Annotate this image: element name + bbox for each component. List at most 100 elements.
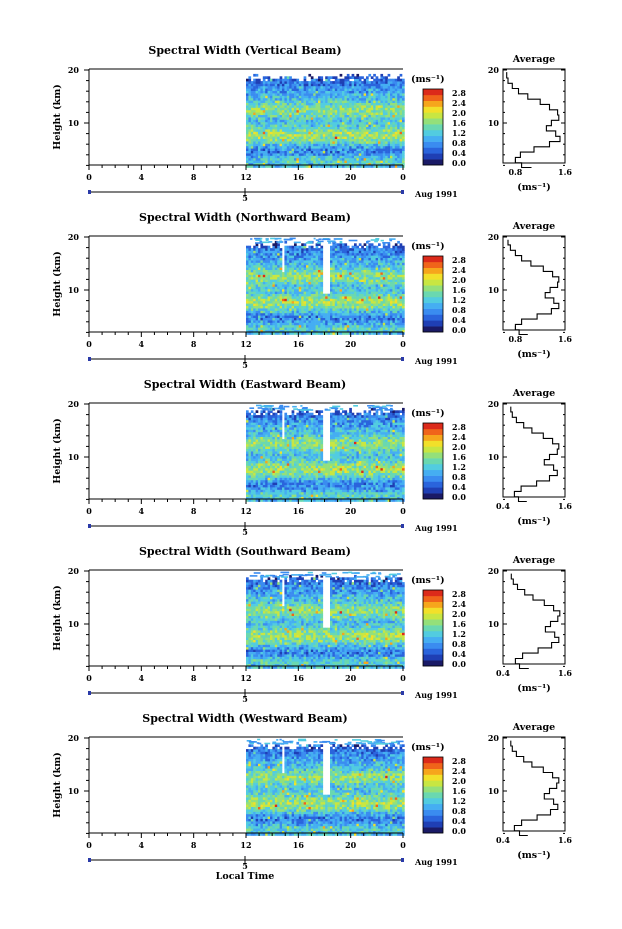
heatmap-cell [402,252,405,256]
heatmap-cell [397,136,400,139]
heatmap-cell [373,107,376,111]
heatmap-cell [294,308,297,311]
heatmap-cell [246,300,249,304]
heatmap-cell [392,121,396,125]
heatmap-cell [250,105,254,108]
heatmap-cell [402,284,405,287]
heatmap-cell [246,121,249,125]
heatmap-cell [375,308,379,311]
heatmap-cell [258,315,261,318]
heatmap-cell [286,85,290,89]
heatmap-cell [373,332,376,335]
colorbar-tick-label: 0.4 [452,148,466,158]
heatmap-cell [284,81,288,84]
heatmap-cell [368,119,372,123]
heatmap-cell [330,157,333,161]
heatmap-cell [394,308,398,311]
heatmap-cell [368,83,372,87]
heatmap-cell [286,78,290,82]
heatmap-cell [344,160,348,163]
heatmap-cell [361,332,364,335]
heatmap-cell [250,293,254,297]
heatmap-cell [334,252,338,256]
heatmap-cell [344,284,348,287]
heatmap-cell [342,119,345,123]
heatmap-cell [267,281,271,285]
heatmap-cell [332,303,336,306]
heatmap-cell [279,288,283,292]
heatmap-cell [358,165,362,168]
heatmap-cell [358,267,362,270]
heatmap-cell [322,324,326,328]
heatmap-cell [385,153,388,156]
heatmap-cell [378,117,381,120]
heatmap-cell [248,76,252,79]
heatmap-cell [337,286,340,290]
heatmap-cell [366,93,369,96]
heatmap-cell [258,78,261,82]
heatmap-cell [303,102,307,106]
heatmap-cell [260,281,264,285]
heatmap-cell [368,126,372,130]
heatmap-cell [380,264,384,268]
heatmap-cell [397,81,400,84]
heatmap-cell [294,105,297,108]
heatmap-cell [262,293,266,297]
heatmap-cell [361,279,364,282]
heatmap-cell [325,310,328,314]
heatmap-cell [394,303,398,306]
heatmap-cell [358,107,362,111]
heatmap-cell [399,165,403,168]
heatmap-cell [250,81,254,84]
heatmap-cell [354,95,357,99]
heatmap-cell [334,291,338,294]
heatmap-cell [342,257,345,261]
heatmap-cell [363,276,367,280]
heatmap-cell [356,250,360,254]
heatmap-cell [246,279,249,282]
heatmap-cell [375,293,379,297]
heatmap-cell [366,124,369,127]
heatmap-cell [399,93,403,96]
heatmap-cell [284,150,288,154]
heatmap-cell [339,124,343,127]
heatmap-cell [246,286,249,290]
heatmap-cell [354,90,357,94]
heatmap-cell [274,250,278,254]
heatmap-cell [262,133,266,137]
heatmap-cell [270,90,273,94]
colorbar-segment [423,94,443,101]
heatmap-cell [392,303,396,306]
heatmap-cell [272,298,276,302]
heatmap-cell [294,93,297,96]
heatmap-cell [346,298,350,302]
heatmap-cell [253,126,256,130]
heatmap-cell [286,162,290,166]
heatmap-cell [358,105,362,108]
heatmap-cell [368,88,372,91]
heatmap-cell [344,88,348,91]
heatmap-cell [366,76,369,79]
heatmap-cell [392,329,396,333]
heatmap-cell [284,308,288,311]
heatmap-cell [373,248,376,251]
heatmap-cell [255,274,259,278]
heatmap-cell [267,272,271,275]
heatmap-cell [289,81,292,84]
heatmap-cell [346,97,350,101]
heatmap-cell [255,315,259,318]
heatmap-cell [349,310,352,314]
heatmap-cell [267,129,271,132]
heatmap-cell [334,153,338,156]
heatmap-cell [279,131,283,135]
heatmap-cell [303,88,307,91]
heatmap-cell [349,157,352,161]
heatmap-cell [265,300,268,304]
heatmap-cell [274,274,278,278]
heatmap-cell [303,121,307,125]
heatmap-cell [351,141,355,144]
heatmap-cell [315,131,319,135]
heatmap-cell [366,305,369,309]
heatmap-cell [246,112,249,115]
heatmap-cell [351,119,355,123]
